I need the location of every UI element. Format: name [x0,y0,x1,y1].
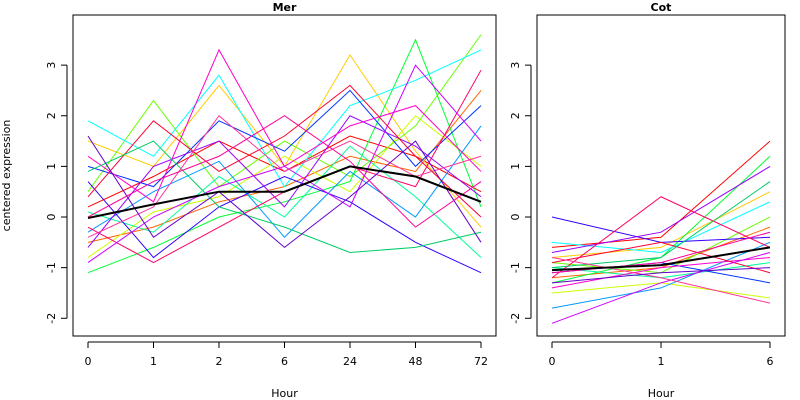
series-line [551,140,771,248]
series-line [87,135,482,249]
series-line [87,115,482,258]
x-tick-label: 6 [281,355,288,368]
series-line [87,125,482,239]
series-line [551,246,771,272]
plot-frame [536,14,786,337]
y-tick-label: -1 [509,262,522,273]
panel-title: Cot [651,1,672,14]
lines [551,140,771,324]
y-tick-label: -2 [509,313,522,324]
series-line [87,84,482,218]
series-line [551,267,771,284]
x-tick-label: 1 [150,355,157,368]
series-line [87,175,482,274]
y-tick-label: -2 [45,313,58,324]
series-line [551,257,771,304]
y-tick-label: 0 [509,214,522,221]
x-axis-label: Hour [271,387,298,400]
series-line [551,257,771,289]
x-tick-label: 24 [343,355,357,368]
y-tick-label: 0 [45,214,58,221]
series-line [551,216,771,243]
plot-frame [72,14,497,337]
x-tick-label: 2 [216,355,223,368]
series-line [551,251,771,324]
series-line [87,145,482,258]
y-tick-label: 2 [509,112,522,119]
series-line [87,49,482,188]
y-tick-label: 3 [509,62,522,69]
lines [87,34,482,274]
x-tick-label: 48 [409,355,423,368]
x-axis-label: Hour [648,387,675,400]
y-tick-label: 3 [45,62,58,69]
series-line [551,196,771,279]
x-tick-label: 0 [549,355,556,368]
y-tick-label: 2 [45,112,58,119]
x-tick-label: 1 [658,355,665,368]
series-line [87,115,482,248]
series-line [87,115,482,228]
series-line [87,64,482,263]
series-line [551,165,771,253]
series-line [87,140,482,253]
series-line [551,191,771,259]
series-line [87,89,482,188]
series-line [87,165,482,220]
y-tick-label: 1 [45,163,58,170]
y-tick-label: 1 [509,163,522,170]
x-tick-label: 0 [85,355,92,368]
panel-title: Mer [273,1,297,14]
x-tick-label: 6 [767,355,774,368]
y-axis-label: centered expression [0,120,13,232]
series-line [87,34,482,192]
y-tick-label: -1 [45,262,58,273]
series-line [87,38,482,274]
x-tick-label: 72 [474,355,488,368]
series-line [551,201,771,253]
series-line [551,241,771,309]
